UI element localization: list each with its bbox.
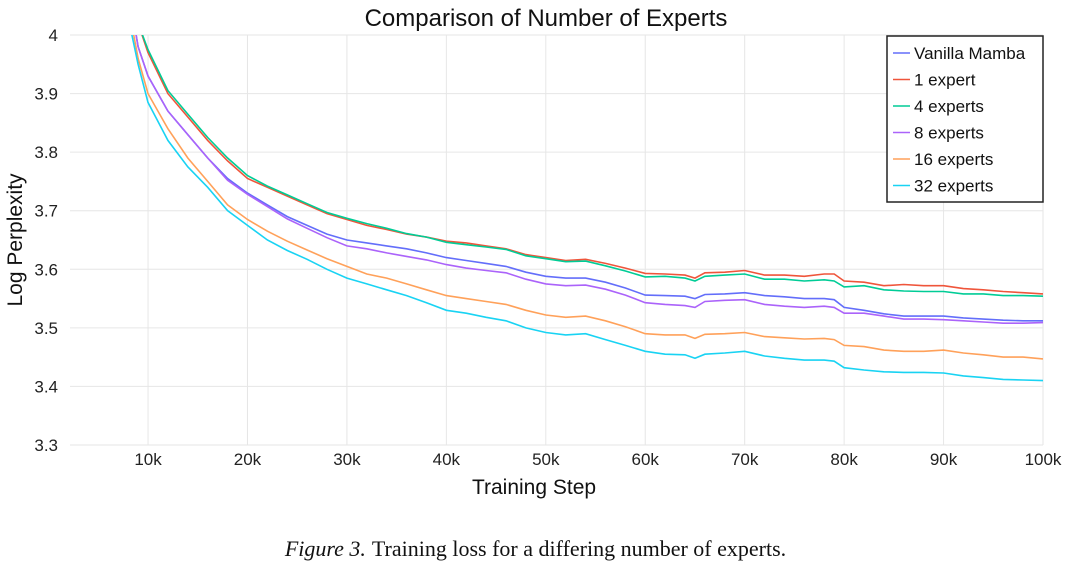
legend-entry: 4 experts [914,97,984,116]
series-line-16-experts [132,35,1043,360]
y-tick-label: 3.9 [34,85,58,104]
legend-entry: 16 experts [914,150,993,169]
x-tick-label: 100k [1025,450,1062,469]
y-tick-label: 4 [49,26,58,45]
y-tick-label: 3.7 [34,202,58,221]
legend-entry: 8 experts [914,124,984,143]
figure-caption: Figure 3. Training loss for a differing n… [0,536,1071,562]
x-tick-label: 50k [532,450,560,469]
legend-entry: 1 expert [914,71,976,90]
x-tick-label: 60k [632,450,660,469]
series-line-1-expert [141,35,1043,295]
caption-label: Figure 3. [284,536,366,561]
series-line-vanilla-mamba [135,35,1043,322]
legend: Vanilla Mamba 1 expert 4 experts 8 experts 1… [886,35,1044,203]
y-tick-label: 3.3 [34,436,58,455]
series-line-4-experts [141,35,1043,297]
legend-box [886,35,1044,203]
x-axis-label: Training Step [472,476,596,499]
tick-labels: 3.3 3.4 3.5 3.6 3.7 3.8 3.9 4 10k 20k 30k 40k 50k 60k… [34,26,1062,469]
caption-text: Training loss for a differing number of … [371,536,787,561]
line-chart: 3.3 3.4 3.5 3.6 3.7 3.8 3.9 4 10k 20k 30k 40k 50k 60k… [4,5,1062,499]
y-tick-label: 3.6 [34,260,58,279]
chart-title: Comparison of Number of Experts [365,5,728,32]
x-tick-label: 10k [134,450,162,469]
legend-entry: 32 experts [914,177,993,196]
y-axis-label: Log Perplexity [4,173,27,307]
legend-entry: Vanilla Mamba [914,44,1026,63]
y-tick-label: 3.5 [34,319,58,338]
series-lines [131,35,1043,382]
series-line-32-experts [131,35,1043,382]
x-tick-label: 40k [433,450,461,469]
x-tick-label: 90k [930,450,958,469]
x-tick-label: 80k [830,450,858,469]
x-tick-label: 70k [731,450,759,469]
y-tick-label: 3.4 [34,377,58,396]
x-tick-label: 20k [234,450,262,469]
series-line-8-experts [135,35,1043,324]
grid [70,34,1044,446]
x-tick-label: 30k [333,450,361,469]
y-tick-label: 3.8 [34,143,58,162]
